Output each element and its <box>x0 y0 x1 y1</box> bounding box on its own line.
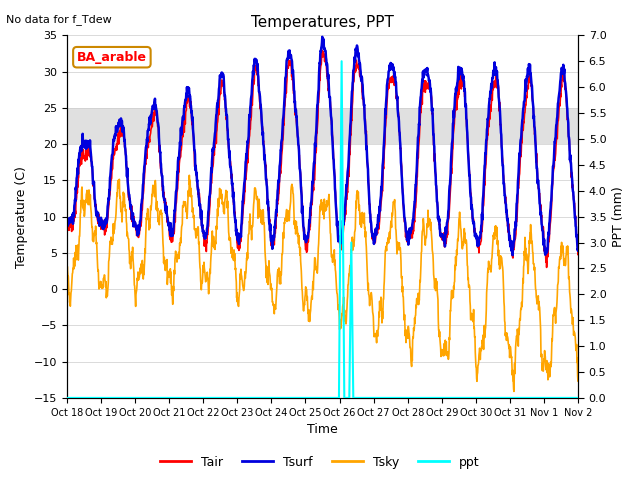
Tsky <box>518 299 526 304</box>
Y-axis label: PPT (mm): PPT (mm) <box>612 186 625 247</box>
Tair <box>308 190 316 195</box>
Tsurf <box>509 252 516 258</box>
Bar <box>67 108 579 144</box>
Tsurf <box>568 179 576 184</box>
ppt <box>575 395 582 401</box>
Tsurf <box>143 141 150 146</box>
Tsky <box>443 352 451 358</box>
Tsky <box>510 388 518 394</box>
Tair <box>63 217 70 223</box>
Tsurf <box>308 179 316 184</box>
ppt <box>299 395 307 401</box>
ppt <box>143 395 150 401</box>
Text: No data for f_Tdew: No data for f_Tdew <box>6 14 112 25</box>
X-axis label: Time: Time <box>307 423 338 436</box>
Line: Tsky: Tsky <box>67 175 579 391</box>
Line: Tair: Tair <box>67 50 579 267</box>
ppt <box>568 395 576 401</box>
Tair <box>318 47 326 53</box>
Tair <box>575 245 582 251</box>
ppt <box>443 395 451 401</box>
Tair <box>443 234 451 240</box>
Tair <box>299 211 307 217</box>
Tsurf <box>319 34 326 40</box>
Line: ppt: ppt <box>67 61 579 398</box>
Tsurf <box>518 117 526 123</box>
Tair <box>143 152 150 157</box>
Tsurf <box>63 222 70 228</box>
Tsky <box>143 216 150 222</box>
Tsurf <box>299 216 307 222</box>
ppt <box>63 395 70 401</box>
Tsky <box>300 307 307 313</box>
Y-axis label: Temperature (C): Temperature (C) <box>15 166 28 267</box>
Tsurf <box>443 220 451 226</box>
Tsky <box>568 322 576 327</box>
Tair <box>518 140 526 146</box>
ppt <box>518 395 526 401</box>
Tair <box>568 185 576 191</box>
Tsurf <box>575 247 582 253</box>
Tsky <box>575 378 582 384</box>
Line: Tsurf: Tsurf <box>67 37 579 255</box>
ppt <box>308 395 316 401</box>
Text: BA_arable: BA_arable <box>77 51 147 64</box>
ppt <box>338 59 346 64</box>
Tair <box>543 264 550 270</box>
Tsky <box>309 279 317 285</box>
Tsky <box>63 272 70 277</box>
Title: Temperatures, PPT: Temperatures, PPT <box>251 15 394 30</box>
Legend: Tair, Tsurf, Tsky, ppt: Tair, Tsurf, Tsky, ppt <box>155 451 485 474</box>
Tsky <box>186 172 193 178</box>
